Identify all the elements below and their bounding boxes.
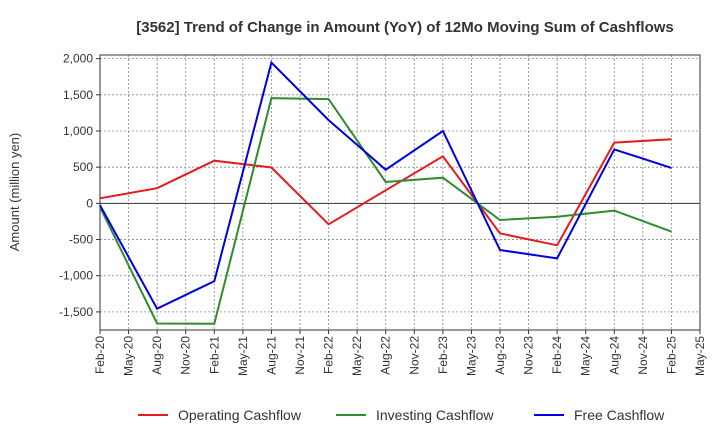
x-tick-label: Aug-22 bbox=[379, 336, 393, 375]
x-tick-label: May-22 bbox=[350, 336, 364, 376]
x-tick-label: Nov-21 bbox=[293, 336, 307, 375]
x-tick-label: Feb-20 bbox=[93, 336, 107, 374]
y-axis-label: Amount (million yen) bbox=[7, 133, 22, 252]
grid bbox=[100, 55, 700, 330]
y-tick-label: 1,500 bbox=[63, 88, 93, 102]
investing-cashflow-line bbox=[99, 97, 672, 325]
chart-title: [3562] Trend of Change in Amount (YoY) o… bbox=[136, 19, 674, 36]
x-tick-label: May-20 bbox=[122, 336, 136, 376]
x-tick-label: Feb-21 bbox=[207, 336, 221, 374]
y-tick-label: 1,000 bbox=[63, 124, 93, 138]
y-tick-label: -500 bbox=[69, 233, 93, 247]
x-tick-label: Nov-24 bbox=[636, 336, 650, 375]
axes: Feb-20 May-20 Aug-20 Nov-20 Feb-21 May-21 Aug-… bbox=[59, 52, 707, 376]
free-cashflow-line bbox=[99, 60, 672, 311]
y-tick-label: -1,000 bbox=[59, 269, 93, 283]
y-tick-label: 2,000 bbox=[63, 52, 93, 66]
x-tick-label: Aug-24 bbox=[607, 336, 621, 375]
investing-cashflow-legend-label: Investing Cashflow bbox=[376, 407, 494, 423]
x-tick-label: May-24 bbox=[579, 336, 593, 376]
y-tick-label: -1,500 bbox=[59, 305, 93, 319]
plot-frame bbox=[99, 54, 701, 331]
y-tick-label: 500 bbox=[73, 160, 93, 174]
x-tick-label: May-23 bbox=[464, 336, 478, 376]
x-tick-label: Nov-23 bbox=[522, 336, 536, 375]
x-tick-label: Aug-21 bbox=[264, 336, 278, 375]
x-tick-label: Nov-20 bbox=[179, 336, 193, 375]
x-tick-label: Feb-23 bbox=[436, 336, 450, 374]
x-tick-label: Nov-22 bbox=[407, 336, 421, 375]
x-tick-label: Aug-20 bbox=[150, 336, 164, 375]
series-lines bbox=[99, 60, 672, 325]
x-tick-label: May-21 bbox=[236, 336, 250, 376]
operating-cashflow-line bbox=[99, 138, 672, 247]
x-tick-label: Aug-23 bbox=[493, 336, 507, 375]
legend: Operating Cashflow Investing Cashflow Free… bbox=[138, 407, 665, 423]
x-tick-label: Feb-25 bbox=[664, 336, 678, 374]
x-tick-label: May-25 bbox=[693, 336, 707, 376]
y-tick-label: 0 bbox=[86, 196, 93, 210]
x-tick-label: Feb-24 bbox=[550, 336, 564, 374]
operating-cashflow-legend-label: Operating Cashflow bbox=[178, 407, 302, 423]
x-tick-label: Feb-22 bbox=[322, 336, 336, 374]
free-cashflow-legend-label: Free Cashflow bbox=[574, 407, 665, 423]
